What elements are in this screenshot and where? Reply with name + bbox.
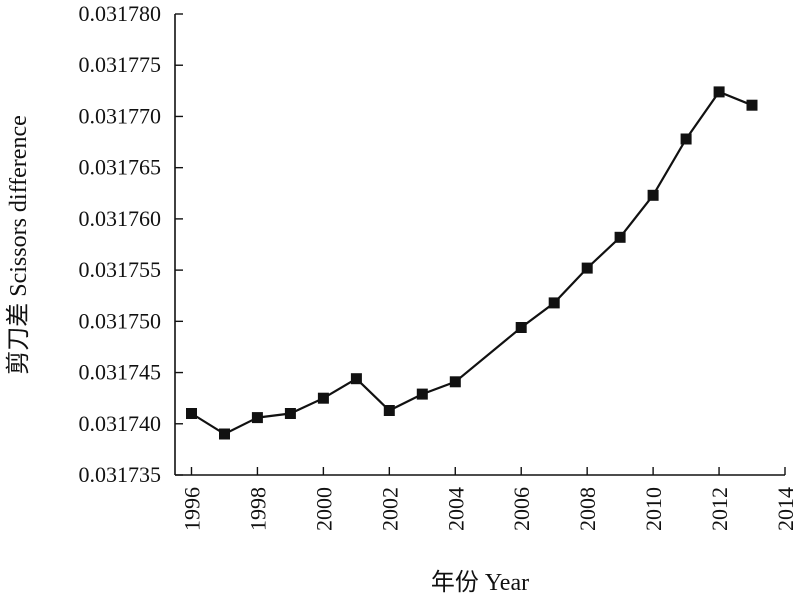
data-point-marker	[383, 405, 395, 416]
x-tick-label: 2002	[377, 487, 402, 531]
data-point-marker	[713, 86, 725, 98]
y-tick-label: 0.031745	[79, 360, 162, 385]
y-axis: 0.031735 0.031740 0.031745 0.031750 0.031755…	[79, 1, 183, 487]
x-tick-label: 2012	[707, 487, 732, 531]
data-point-marker	[515, 322, 527, 333]
x-axis: 1996 1998 2000 2002 2004 2006 2008 2010 2012 2014	[175, 467, 798, 531]
data-point-marker	[581, 262, 593, 274]
data-point-marker	[186, 408, 197, 419]
y-tick-label: 0.031775	[79, 52, 162, 77]
data-point-marker	[746, 99, 758, 111]
data-point-marker	[416, 388, 428, 400]
x-tick-label: 1998	[245, 487, 270, 531]
y-tick-label: 0.031755	[79, 257, 162, 282]
data-point-marker	[284, 408, 296, 419]
y-tick-label: 0.031780	[79, 1, 162, 26]
y-tick-label: 0.031735	[79, 462, 162, 487]
series-line	[190, 90, 753, 436]
x-tick-label: 2006	[509, 487, 534, 531]
data-point-marker	[219, 428, 230, 440]
x-tick-label: 2010	[641, 487, 666, 531]
x-ticks: 1996 1998 2000 2002 2004 2006 2008 2010 2012 2014	[179, 467, 798, 531]
y-axis-title: 剪刀差 Scissors difference	[5, 115, 32, 375]
x-tick-label: 2008	[575, 487, 600, 531]
data-point-marker	[251, 412, 263, 424]
x-axis-title: 年份 Year	[431, 569, 529, 596]
y-tick-label: 0.031760	[79, 206, 162, 231]
y-tick-label: 0.031750	[79, 308, 162, 333]
y-ticks: 0.031735 0.031740 0.031745 0.031750 0.031755…	[79, 1, 183, 487]
data-point-marker	[647, 189, 659, 201]
data-point-marker	[350, 373, 362, 385]
data-point-marker	[548, 297, 560, 309]
y-tick-label: 0.031740	[79, 411, 162, 436]
data-point-marker	[680, 133, 692, 145]
x-tick-label: 1996	[179, 487, 204, 531]
data-point-marker	[317, 392, 329, 404]
x-tick-label: 2004	[443, 487, 468, 531]
x-tick-label: 2014	[773, 487, 798, 531]
y-tick-label: 0.031770	[79, 103, 162, 128]
y-tick-label: 0.031765	[79, 155, 162, 180]
data-point-marker	[449, 376, 461, 388]
data-point-marker	[614, 231, 626, 243]
x-tick-label: 2000	[311, 487, 336, 531]
series-group	[186, 86, 758, 440]
